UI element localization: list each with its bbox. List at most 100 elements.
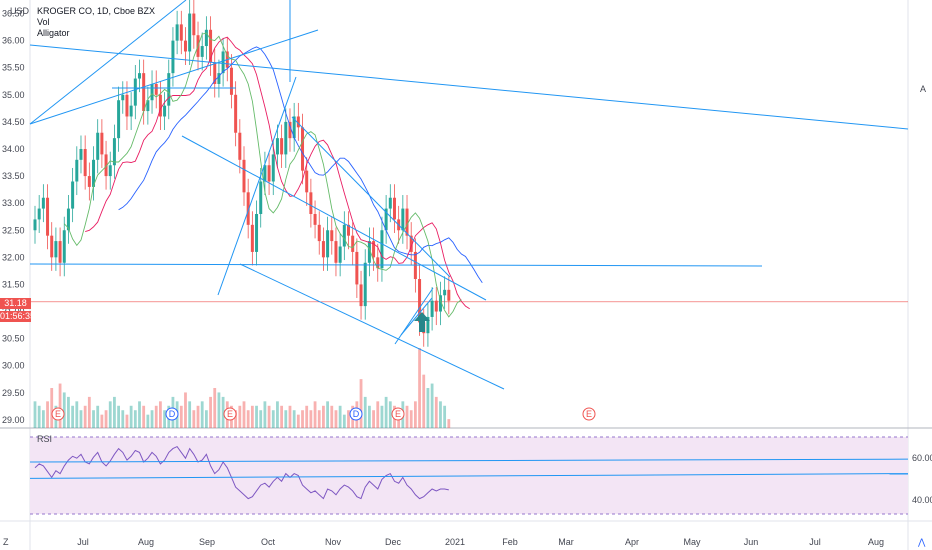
candle-body bbox=[71, 181, 75, 209]
candle-body bbox=[313, 214, 317, 225]
candle-body bbox=[380, 230, 384, 269]
candle-body bbox=[284, 121, 288, 155]
settings-icon[interactable]: Z bbox=[3, 537, 9, 547]
volume-bar bbox=[83, 405, 87, 428]
volume-bar bbox=[368, 405, 371, 428]
x-tick-label: Aug bbox=[138, 537, 154, 547]
currency-label: USD bbox=[10, 6, 30, 16]
candle-body bbox=[100, 132, 104, 155]
candle-body bbox=[221, 51, 225, 74]
volume-bar bbox=[313, 401, 317, 428]
volume-bar bbox=[280, 405, 284, 428]
candle-body bbox=[200, 46, 204, 57]
candle-body bbox=[117, 100, 121, 139]
volume-bar bbox=[150, 410, 154, 428]
volume-bar bbox=[405, 405, 409, 428]
volume-bar bbox=[301, 410, 304, 428]
countdown-tag: 01:56:35 bbox=[0, 311, 36, 322]
volume-bar bbox=[326, 401, 329, 428]
candle-body bbox=[213, 62, 217, 84]
last-price-tag: 31.18 bbox=[0, 298, 31, 309]
earnings-marker-label: E bbox=[395, 409, 401, 419]
trend-line bbox=[29, 263, 763, 267]
candle-body bbox=[367, 241, 371, 263]
y-tick-label: 35.00 bbox=[2, 90, 25, 100]
x-tick-label: Feb bbox=[502, 537, 518, 547]
candle-body bbox=[392, 197, 396, 220]
candle-body bbox=[238, 132, 242, 160]
auto-scale-icon[interactable]: A bbox=[920, 84, 927, 94]
candle-body bbox=[138, 73, 141, 79]
legend-indicator[interactable]: Alligator bbox=[37, 28, 70, 38]
candle-body bbox=[167, 73, 171, 106]
x-tick-label: Sep bbox=[199, 537, 215, 547]
logo-icon[interactable]: ⋀ bbox=[918, 537, 926, 547]
candle-body bbox=[209, 29, 213, 63]
candle-body bbox=[142, 73, 146, 112]
y-tick-label: 32.50 bbox=[2, 225, 25, 235]
volume-bar bbox=[75, 401, 79, 428]
candle-body bbox=[158, 94, 162, 117]
trend-line bbox=[181, 135, 487, 301]
candle-body bbox=[401, 208, 405, 231]
volume-bar bbox=[263, 401, 267, 428]
volume-bar bbox=[317, 410, 321, 428]
volume-bar bbox=[184, 392, 187, 428]
candle-body bbox=[242, 159, 246, 193]
candle-body bbox=[342, 224, 346, 247]
x-tick-label: Mar bbox=[558, 537, 574, 547]
volume-bar bbox=[163, 410, 166, 428]
volume-bar bbox=[434, 396, 438, 428]
candle-body bbox=[58, 241, 62, 263]
x-tick-label: Nov bbox=[325, 537, 342, 547]
candle-body bbox=[326, 230, 330, 258]
candle-body bbox=[250, 224, 254, 252]
candle-body bbox=[125, 94, 129, 117]
volume-bar bbox=[267, 405, 271, 428]
candle-body bbox=[347, 224, 350, 236]
candle-body bbox=[75, 159, 79, 182]
candle-body bbox=[112, 138, 116, 166]
volume-bar bbox=[92, 410, 95, 428]
volume-bar bbox=[87, 396, 91, 428]
volume-bar bbox=[409, 410, 413, 428]
candle-body bbox=[405, 208, 409, 236]
candle-body bbox=[41, 197, 45, 209]
legend-vol[interactable]: Vol bbox=[37, 17, 50, 27]
earnings-marker bbox=[582, 407, 596, 421]
volume-bar bbox=[50, 388, 54, 428]
y-tick-label: 35.50 bbox=[2, 63, 25, 73]
volume-bar bbox=[359, 379, 363, 428]
volume-bar bbox=[296, 414, 300, 428]
candle-body bbox=[133, 78, 137, 106]
volume-bar bbox=[104, 410, 108, 428]
candle-body bbox=[171, 40, 175, 74]
volume-bar bbox=[125, 414, 129, 428]
x-tick-label: Jul bbox=[77, 537, 89, 547]
volume-bar bbox=[100, 414, 104, 428]
candle-body bbox=[443, 289, 447, 296]
candle-body bbox=[92, 159, 96, 187]
dividend-marker bbox=[165, 407, 179, 421]
candle-body bbox=[217, 73, 221, 84]
legend-symbol[interactable]: KROGER CO, 1D, Cboe BZX bbox=[37, 6, 156, 16]
y-tick-label: 34.50 bbox=[2, 117, 25, 127]
volume-bar bbox=[179, 405, 183, 428]
volume-bar bbox=[447, 419, 451, 428]
dividend-marker-label: D bbox=[353, 409, 360, 419]
x-tick-label: Oct bbox=[261, 537, 276, 547]
volume-bar bbox=[209, 396, 212, 428]
volume-bar bbox=[46, 401, 49, 428]
rsi-trend-line bbox=[29, 473, 909, 479]
x-tick-label: Jun bbox=[744, 537, 759, 547]
trend-line bbox=[29, 29, 319, 125]
volume-bar bbox=[129, 405, 133, 428]
candle-body bbox=[359, 284, 363, 307]
candle-body bbox=[267, 165, 271, 182]
rsi-label[interactable]: RSI bbox=[37, 434, 53, 444]
volume-bar bbox=[430, 383, 434, 428]
volume-bar bbox=[443, 405, 447, 428]
alligator-jaw bbox=[118, 46, 483, 284]
volume-bar bbox=[380, 405, 384, 428]
